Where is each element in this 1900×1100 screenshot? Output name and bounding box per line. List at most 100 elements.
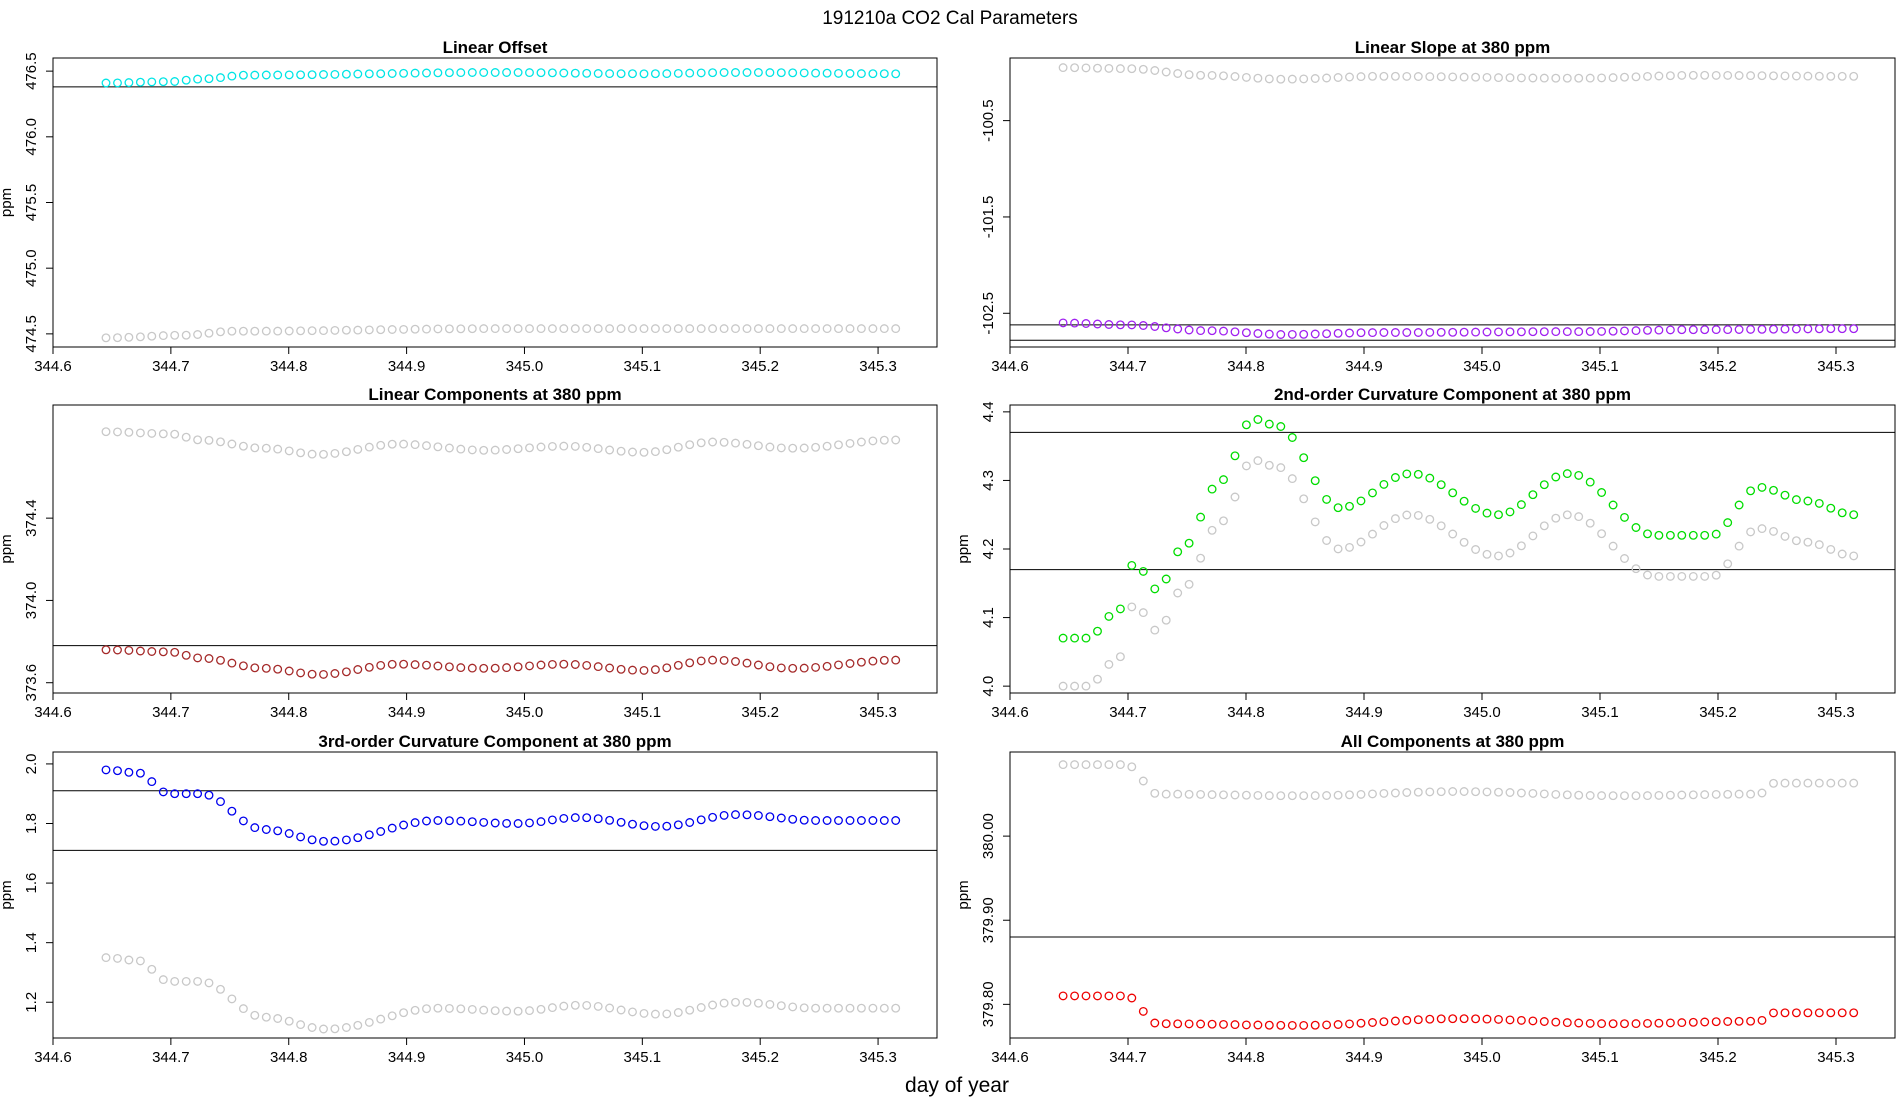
data-point <box>1746 486 1756 496</box>
data-point <box>662 663 672 673</box>
y-tick-label: 1.2 <box>23 992 40 1013</box>
data-point <box>708 324 718 334</box>
data-point <box>341 1023 351 1032</box>
data-point <box>1104 320 1114 329</box>
data-point <box>193 74 203 84</box>
data-point <box>1849 71 1859 81</box>
data-point <box>490 445 500 455</box>
data-point <box>788 68 798 78</box>
data-point <box>1516 541 1526 551</box>
data-point <box>1723 325 1733 335</box>
data-point <box>1150 1018 1160 1028</box>
panel-title: 2nd-order Curvature Component at 380 ppm <box>1274 385 1631 404</box>
data-point <box>547 68 557 78</box>
data-point <box>1093 760 1102 770</box>
y-tick-label: 4.2 <box>980 539 997 560</box>
data-point <box>582 1000 592 1010</box>
data-point <box>1299 329 1309 339</box>
x-tick-label: 344.8 <box>1227 704 1265 721</box>
data-point <box>410 1005 420 1015</box>
data-point <box>422 1004 431 1014</box>
data-point <box>1494 551 1503 561</box>
chart-panel: 2nd-order Curvature Component at 380 ppm… <box>955 385 1896 721</box>
data-point <box>1287 74 1297 84</box>
data-point <box>1837 549 1847 559</box>
data-point <box>1241 461 1251 471</box>
data-point <box>1093 674 1102 684</box>
data-point <box>570 1000 580 1010</box>
data-point <box>1161 1019 1171 1029</box>
data-point <box>1562 469 1572 479</box>
panel-title: Linear Slope at 380 ppm <box>1355 38 1551 57</box>
data-point <box>101 953 111 963</box>
data-point <box>353 1020 363 1030</box>
data-point <box>1127 762 1137 772</box>
data-point <box>673 1008 683 1017</box>
data-point <box>1138 64 1148 74</box>
data-point <box>376 69 386 79</box>
data-point <box>1219 1019 1228 1029</box>
data-point <box>1849 778 1859 788</box>
data-point <box>742 439 752 449</box>
data-point <box>1345 501 1354 511</box>
data-point <box>1803 537 1813 547</box>
data-point <box>490 818 500 828</box>
data-point <box>479 445 489 455</box>
data-point <box>559 324 569 334</box>
x-tick-label: 344.8 <box>270 1049 308 1066</box>
data-point <box>650 324 660 334</box>
data-point <box>1505 73 1515 83</box>
data-point <box>1723 789 1733 799</box>
data-point <box>376 660 386 670</box>
data-point <box>1597 326 1607 336</box>
data-point <box>147 77 157 87</box>
data-point <box>1356 789 1366 799</box>
data-point <box>1173 789 1183 799</box>
plot-frame <box>52 751 938 1039</box>
data-point <box>1448 1014 1458 1024</box>
data-point <box>879 324 889 334</box>
data-point <box>1173 324 1183 334</box>
data-point <box>1654 571 1664 581</box>
data-point <box>1700 530 1710 540</box>
data-point <box>1310 517 1320 527</box>
data-point <box>147 331 157 341</box>
data-point <box>422 441 431 451</box>
data-point <box>582 813 592 823</box>
data-series <box>1058 63 1859 84</box>
data-point <box>1138 566 1148 576</box>
data-point <box>1379 328 1389 337</box>
data-point <box>1688 790 1698 800</box>
data-point <box>1058 318 1068 328</box>
data-point <box>456 663 466 673</box>
data-point <box>1539 1017 1549 1026</box>
data-point <box>284 326 294 336</box>
x-tick-label: 345.3 <box>859 704 897 721</box>
data-point <box>696 1003 706 1012</box>
data-point <box>319 326 328 336</box>
data-point <box>742 324 752 334</box>
data-point <box>536 68 546 78</box>
data-point <box>158 77 168 87</box>
data-point <box>479 663 489 673</box>
data-point <box>879 435 889 445</box>
data-point <box>513 819 523 828</box>
data-point <box>879 655 889 665</box>
data-point <box>1276 1020 1286 1030</box>
data-point <box>410 818 420 828</box>
data-point <box>1700 325 1710 335</box>
data-point <box>559 813 569 823</box>
data-point <box>570 441 580 451</box>
x-tick-label: 345.0 <box>1463 1049 1501 1066</box>
data-point <box>170 647 180 657</box>
y-tick-label: 374.0 <box>23 582 40 620</box>
data-point <box>1459 537 1469 547</box>
data-point <box>296 70 306 80</box>
data-point <box>1826 503 1836 513</box>
data-point <box>822 816 832 825</box>
data-point <box>1482 1014 1492 1024</box>
data-point <box>261 443 271 453</box>
data-point <box>1127 993 1137 1003</box>
data-point <box>1814 498 1824 508</box>
data-point <box>536 442 546 452</box>
